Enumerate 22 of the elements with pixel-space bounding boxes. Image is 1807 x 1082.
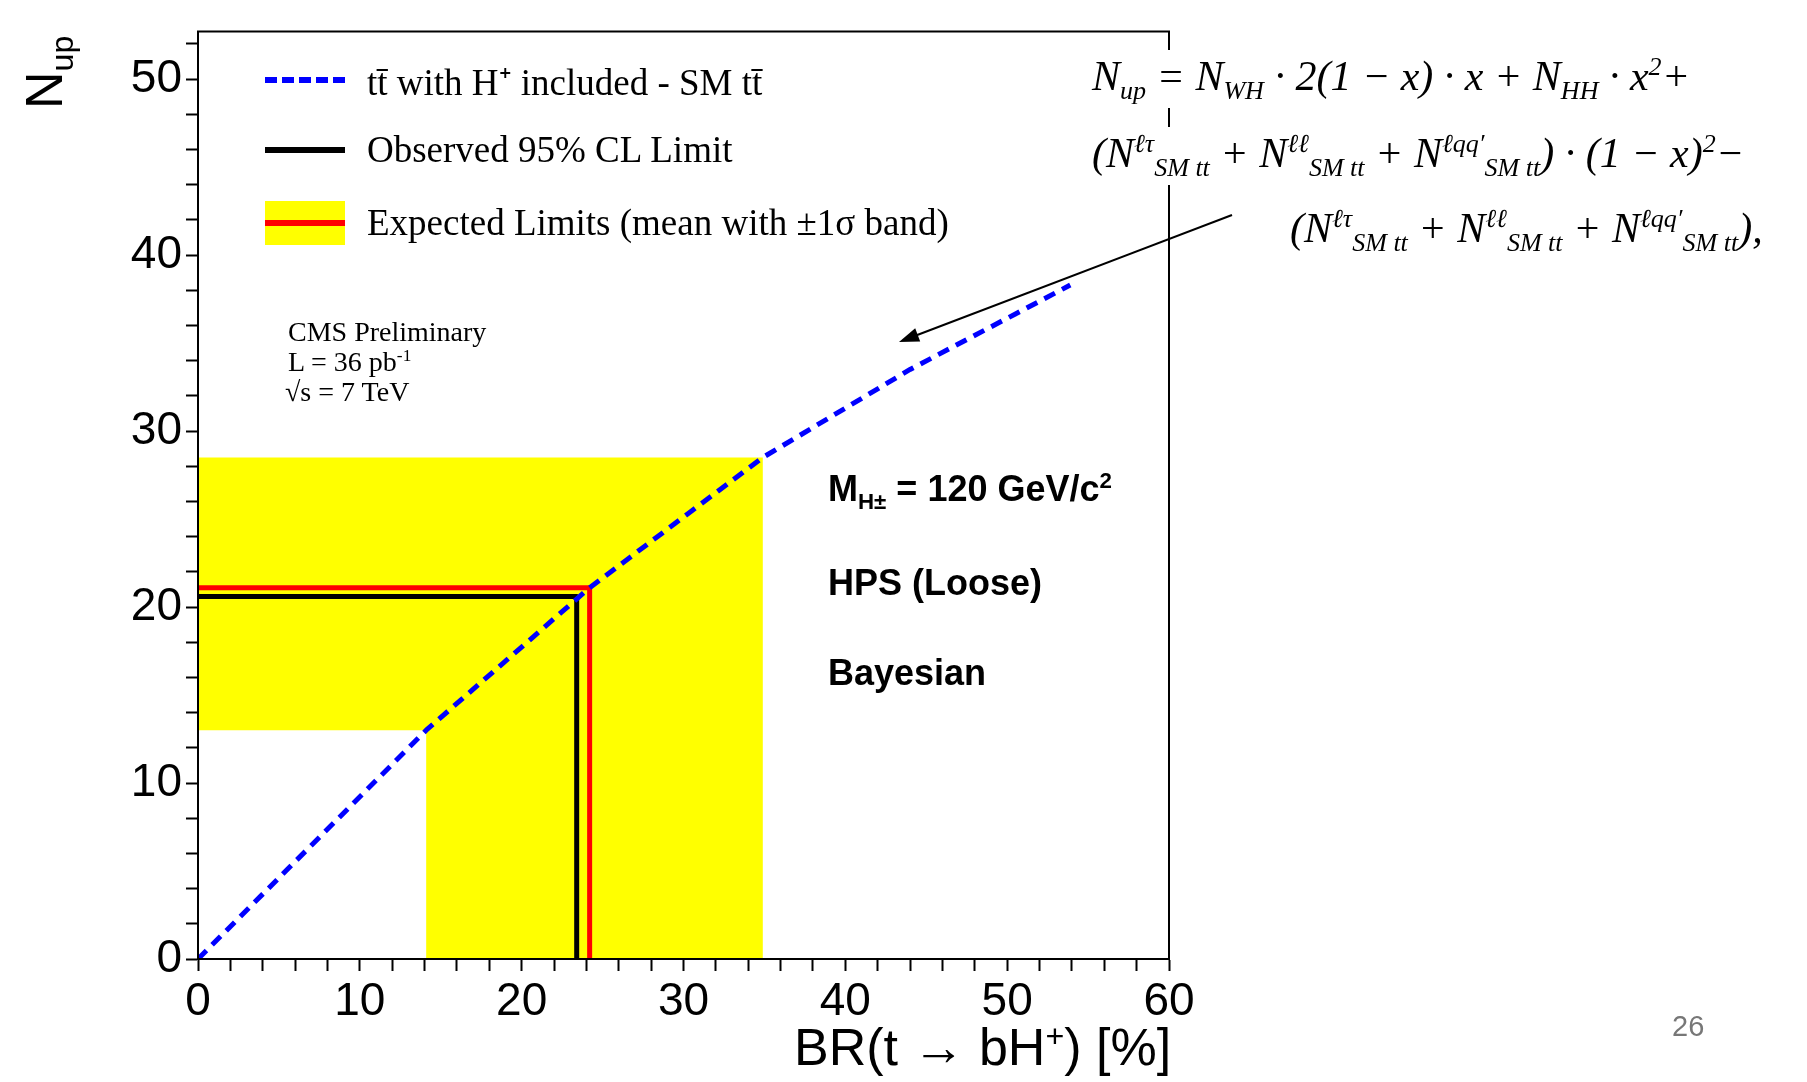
annotation: CMS Preliminary — [288, 316, 487, 347]
y-tick-label: 0 — [156, 929, 182, 982]
y-tick-label: 10 — [130, 753, 182, 806]
y-tick-label: 40 — [130, 225, 182, 278]
annotation: L = 36 pb$^{-1}$ — [288, 346, 412, 378]
text: (N$^{ℓτ}$$_{SM tt}$ + N$^{ℓℓ}$$_{SM tt}$ + N$^{ℓqq′}$$_{SM tt}$), — [1290, 204, 1763, 258]
annotation: HPS (Loose) — [828, 562, 1043, 603]
x-tick-label: 30 — [657, 973, 710, 1026]
x-tick-label: 20 — [496, 973, 548, 1026]
text: N$_{up}$ = N$_{WH}$ · 2(1 − x) · x + N$_{HH}$ · x$^{2}$+ — [1092, 52, 1690, 106]
annotation: √s = 7 TeV — [285, 376, 410, 407]
legend-label: Observed 95% CL Limit — [367, 128, 733, 172]
x-tick-label: 10 — [334, 973, 386, 1026]
y-tick-label: 50 — [130, 49, 182, 102]
text: 26 — [1672, 1010, 1705, 1042]
text: (N$^{ℓτ}$$_{SM tt}$ + N$^{ℓℓ}$$_{SM tt}$ + N$^{ℓqq′}$$_{SM tt}$) · (1 − x)$^{2}$− — [1092, 129, 1745, 183]
annotation: Bayesian — [828, 652, 987, 693]
y-tick-label: 30 — [130, 401, 182, 454]
legend-label: Expected Limits (mean with ±1σ band) — [367, 201, 949, 245]
legend-label: tt̄ with H⁺ included - SM tt̄ — [367, 60, 763, 105]
annotation: M$_{H±}$ = 120 GeV/c$^{2}$ — [828, 468, 1112, 515]
y-tick-label: 20 — [130, 577, 182, 630]
